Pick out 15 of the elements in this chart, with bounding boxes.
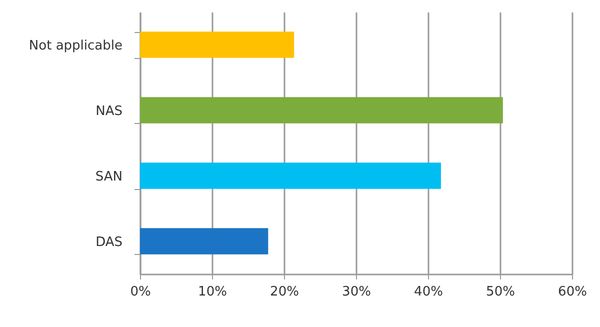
x-tick-label: 40% <box>414 284 443 300</box>
y-tick-label: NAS <box>96 104 122 119</box>
x-tick-label: 10% <box>198 284 227 300</box>
y-tick-label: DAS <box>96 234 122 250</box>
bar <box>140 32 294 58</box>
x-tick-label: 0% <box>130 284 151 300</box>
y-tick-label: SAN <box>95 169 122 184</box>
y-tick-label: Not applicable <box>28 38 122 54</box>
x-tick-label: 20% <box>270 284 299 300</box>
x-tick-label: 50% <box>486 284 515 300</box>
x-tick-label: 60% <box>558 284 587 300</box>
bar <box>140 162 441 189</box>
x-tick-label: 30% <box>342 284 371 300</box>
bar <box>140 228 268 254</box>
bar <box>140 97 503 124</box>
